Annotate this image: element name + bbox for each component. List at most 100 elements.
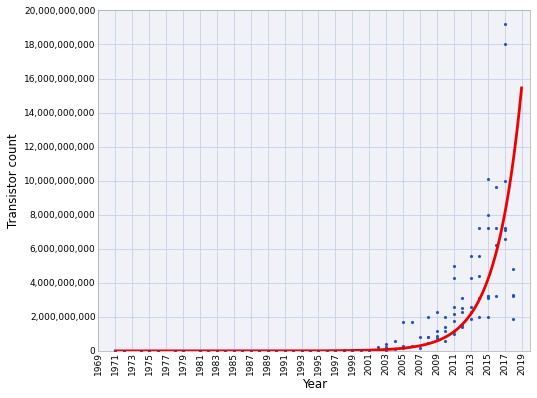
Point	[263, 348, 272, 354]
Point	[390, 338, 399, 344]
Point	[348, 347, 357, 353]
Point	[449, 331, 458, 337]
Point	[483, 225, 492, 232]
Point	[500, 225, 509, 232]
Point	[382, 341, 390, 347]
Point	[297, 347, 306, 354]
Point	[331, 347, 340, 354]
Point	[416, 345, 424, 351]
Point	[492, 242, 500, 248]
Point	[204, 348, 213, 354]
Point	[348, 347, 357, 354]
Point	[449, 311, 458, 317]
Point	[365, 347, 374, 353]
Point	[339, 347, 348, 353]
Point	[331, 347, 340, 354]
Point	[433, 335, 441, 341]
Point	[246, 348, 255, 354]
Point	[449, 318, 458, 324]
Point	[433, 332, 441, 339]
Point	[407, 319, 416, 325]
Point	[399, 345, 408, 351]
Point	[467, 309, 475, 316]
Point	[467, 303, 475, 310]
Point	[424, 340, 433, 346]
Point	[382, 346, 390, 353]
Point	[323, 347, 331, 354]
Point	[475, 225, 483, 232]
Point	[441, 314, 449, 320]
Point	[382, 345, 390, 352]
Point	[365, 347, 374, 353]
Point	[500, 178, 509, 184]
Point	[255, 348, 264, 354]
Point	[204, 348, 213, 354]
Point	[373, 346, 382, 352]
Point	[120, 348, 128, 354]
Point	[500, 235, 509, 242]
Point	[357, 347, 365, 353]
Point	[449, 328, 458, 334]
Point	[475, 253, 483, 259]
Point	[357, 347, 365, 353]
Point	[441, 324, 449, 330]
Point	[221, 348, 230, 354]
Point	[272, 348, 280, 354]
Point	[433, 328, 441, 334]
Point	[492, 184, 500, 191]
Point	[449, 275, 458, 281]
Point	[500, 227, 509, 233]
Point	[458, 305, 467, 312]
X-axis label: Year: Year	[302, 378, 327, 391]
Point	[136, 348, 145, 354]
Point	[458, 309, 467, 316]
Point	[475, 273, 483, 279]
Point	[424, 334, 433, 340]
Point	[483, 211, 492, 218]
Point	[289, 347, 297, 354]
Point	[449, 263, 458, 269]
Point	[407, 343, 416, 349]
Point	[483, 314, 492, 320]
Point	[263, 348, 272, 354]
Point	[229, 348, 238, 354]
Point	[238, 348, 246, 354]
Point	[509, 315, 518, 322]
Point	[170, 348, 179, 354]
Point	[280, 348, 289, 354]
Point	[509, 291, 518, 298]
Point	[154, 348, 162, 354]
Point	[483, 293, 492, 300]
Point	[483, 176, 492, 182]
Point	[509, 266, 518, 272]
Point	[373, 344, 382, 350]
Point	[136, 348, 145, 354]
Point	[399, 319, 408, 325]
Point	[441, 328, 449, 334]
Point	[213, 348, 221, 354]
Point	[458, 322, 467, 328]
Point	[390, 345, 399, 352]
Point	[500, 41, 509, 48]
Point	[458, 324, 467, 330]
Point	[467, 253, 475, 259]
Point	[339, 347, 348, 354]
Point	[399, 344, 408, 350]
Point	[509, 293, 518, 300]
Point	[500, 21, 509, 27]
Point	[179, 348, 187, 354]
Point	[483, 293, 492, 300]
Point	[424, 334, 433, 340]
Point	[449, 303, 458, 310]
Point	[424, 314, 433, 320]
Point	[179, 348, 187, 354]
Point	[306, 347, 314, 354]
Point	[467, 316, 475, 322]
Point	[475, 314, 483, 320]
Point	[314, 347, 323, 354]
Point	[416, 334, 424, 340]
Point	[399, 343, 408, 349]
Point	[467, 274, 475, 281]
Point	[492, 225, 500, 232]
Point	[492, 293, 500, 300]
